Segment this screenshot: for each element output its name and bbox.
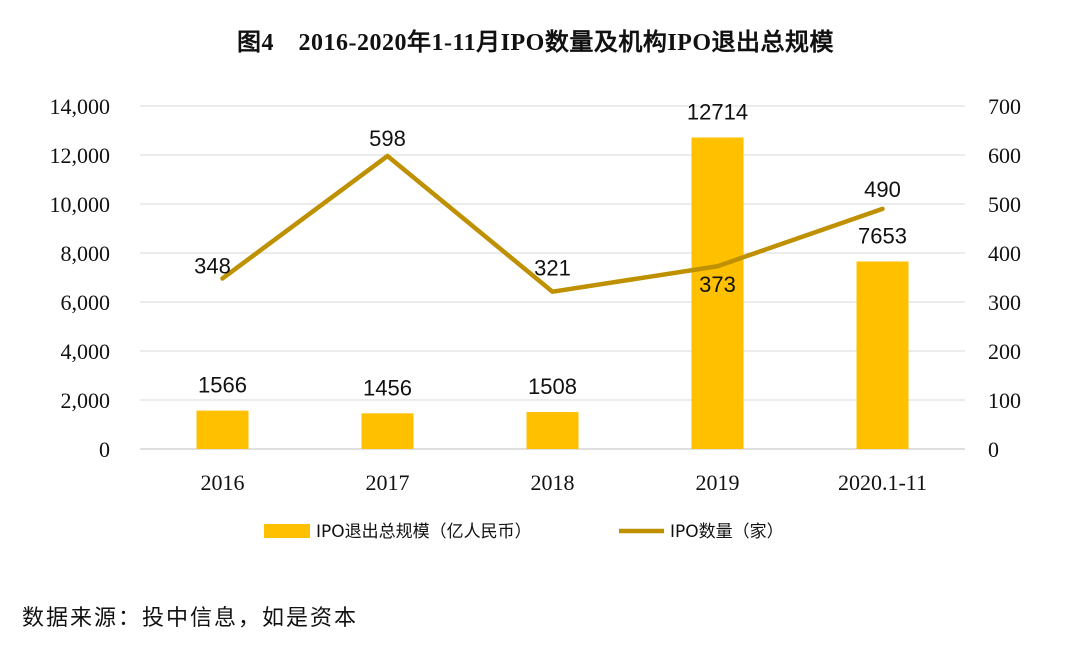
right-tick-label: 0 — [988, 437, 999, 462]
bar-data-label: 12714 — [687, 100, 748, 125]
right-tick-label: 700 — [988, 94, 1021, 119]
legend-label: IPO数量（家） — [670, 522, 784, 542]
line-data-label: 598 — [369, 126, 406, 151]
left-tick-label: 4,000 — [61, 339, 111, 364]
line-data-label: 348 — [194, 253, 231, 278]
line-data-label: 490 — [864, 177, 901, 202]
right-tick-label: 100 — [988, 388, 1021, 413]
bar — [526, 412, 579, 449]
right-axis-labels: 0 100 200 300 400 500 600 700 — [988, 94, 1021, 462]
x-tick-label: 2020.1-11 — [838, 470, 927, 495]
x-tick-label: 2017 — [366, 470, 410, 495]
bar-series — [196, 137, 909, 449]
left-tick-label: 0 — [99, 437, 110, 462]
left-tick-label: 12,000 — [50, 143, 111, 168]
bar-data-label: 1508 — [528, 374, 577, 399]
x-axis-labels: 2016 2017 2018 2019 2020.1-11 — [201, 470, 928, 495]
legend-label: IPO退出总规模（亿人民币） — [316, 522, 532, 542]
left-tick-label: 8,000 — [61, 241, 111, 266]
right-tick-label: 300 — [988, 290, 1021, 315]
bar — [361, 413, 414, 449]
left-tick-label: 2,000 — [61, 388, 111, 413]
right-tick-label: 500 — [988, 192, 1021, 217]
right-tick-label: 600 — [988, 143, 1021, 168]
x-tick-label: 2016 — [201, 470, 245, 495]
line-data-label: 321 — [534, 256, 571, 281]
legend: IPO退出总规模（亿人民币） IPO数量（家） — [264, 522, 784, 542]
x-tick-label: 2019 — [696, 470, 740, 495]
left-axis-labels: 0 2,000 4,000 6,000 8,000 10,000 12,000 14,000 — [50, 94, 111, 462]
data-labels: 1566 1456 1508 12714 7653 348 598 321 373 490 — [194, 100, 907, 401]
left-tick-label: 14,000 — [50, 94, 111, 119]
chart-title: 图4 2016-2020年1-11月IPO数量及机构IPO退出总规模 — [237, 30, 834, 56]
bar — [691, 137, 744, 449]
bar-data-label: 1456 — [363, 375, 412, 400]
left-tick-label: 6,000 — [61, 290, 111, 315]
right-tick-label: 400 — [988, 241, 1021, 266]
bar-data-label: 1566 — [198, 373, 247, 398]
legend-swatch-bar — [264, 524, 310, 538]
bar — [196, 410, 249, 449]
right-tick-label: 200 — [988, 339, 1021, 364]
bar — [856, 261, 909, 449]
bar-data-label: 7653 — [858, 224, 907, 249]
gridlines — [140, 105, 965, 450]
line-data-label: 373 — [699, 272, 736, 297]
line-series — [220, 153, 885, 294]
source-note: 数据来源：投中信息，如是资本 — [22, 606, 359, 631]
left-tick-label: 10,000 — [50, 192, 111, 217]
x-tick-label: 2018 — [531, 470, 575, 495]
